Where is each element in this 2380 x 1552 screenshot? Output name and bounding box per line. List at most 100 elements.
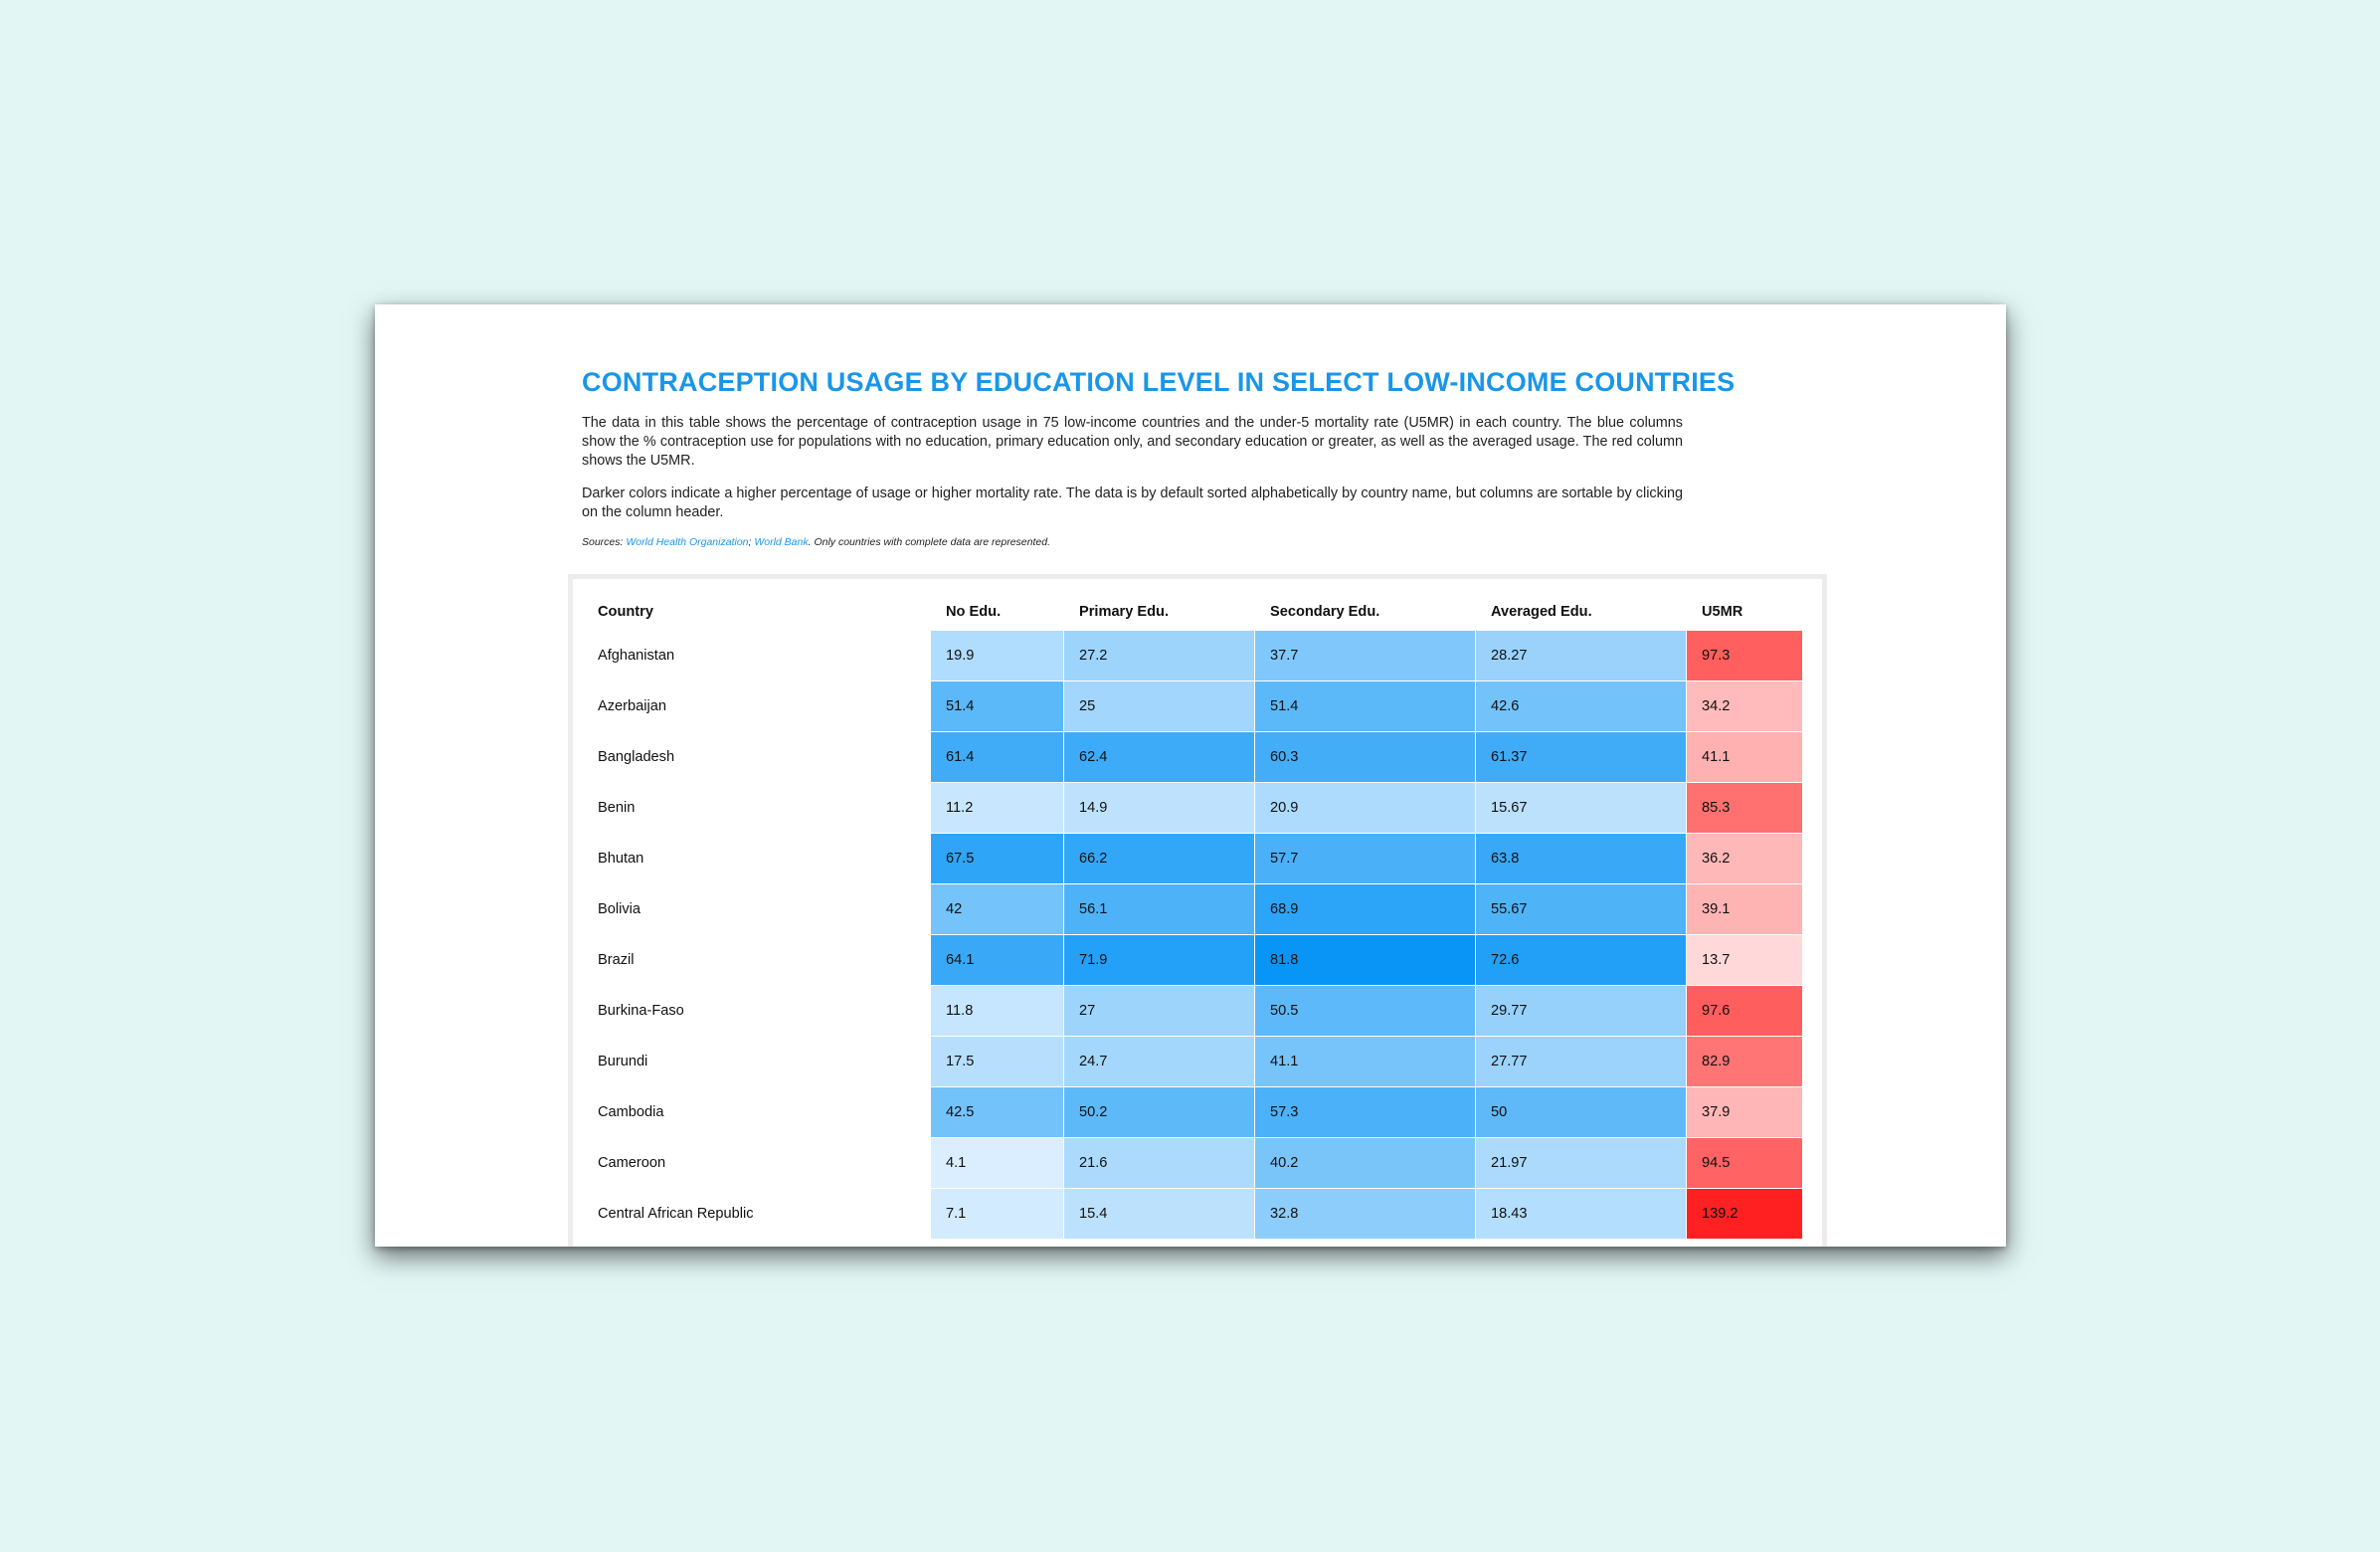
column-header-u5mr[interactable]: U5MR xyxy=(1702,603,1743,620)
cell-primary-edu: 56.1 xyxy=(1064,884,1255,935)
cell-country: Bhutan xyxy=(592,834,931,884)
cell-no-edu: 19.9 xyxy=(931,631,1064,681)
sources-suffix: . Only countries with complete data are … xyxy=(808,536,1051,548)
cell-primary-edu: 15.4 xyxy=(1064,1189,1255,1240)
cell-no-edu: 42.5 xyxy=(931,1087,1064,1138)
cell-secondary-edu: 41.1 xyxy=(1255,1037,1476,1087)
column-header-country[interactable]: Country xyxy=(598,603,653,620)
cell-u5mr: 85.3 xyxy=(1687,783,1803,834)
table-row: Bhutan 67.5 66.2 57.7 63.8 36.2 xyxy=(592,834,1803,884)
sources-separator: ; xyxy=(748,536,755,548)
table-row: Cameroon 4.1 21.6 40.2 21.97 94.5 xyxy=(592,1138,1803,1189)
cell-averaged-edu: 42.6 xyxy=(1476,681,1687,732)
cell-averaged-edu: 55.67 xyxy=(1476,884,1687,935)
cell-primary-edu: 24.7 xyxy=(1064,1037,1255,1087)
cell-country: Benin xyxy=(592,783,931,834)
cell-averaged-edu: 72.6 xyxy=(1476,935,1687,986)
cell-no-edu: 11.2 xyxy=(931,783,1064,834)
column-header-averaged-edu[interactable]: Averaged Edu. xyxy=(1491,603,1592,620)
cell-u5mr: 39.1 xyxy=(1687,884,1803,935)
cell-no-edu: 11.8 xyxy=(931,986,1064,1037)
cell-secondary-edu: 68.9 xyxy=(1255,884,1476,935)
description-paragraph-1: The data in this table shows the percent… xyxy=(582,415,1683,469)
cell-country: Brazil xyxy=(592,935,931,986)
cell-u5mr: 41.1 xyxy=(1687,732,1803,783)
cell-u5mr: 82.9 xyxy=(1687,1037,1803,1087)
cell-country: Cameroon xyxy=(592,1138,931,1189)
cell-primary-edu: 66.2 xyxy=(1064,834,1255,884)
cell-secondary-edu: 57.7 xyxy=(1255,834,1476,884)
table-row: Brazil 64.1 71.9 81.8 72.6 13.7 xyxy=(592,935,1803,986)
cell-averaged-edu: 18.43 xyxy=(1476,1189,1687,1240)
cell-secondary-edu: 20.9 xyxy=(1255,783,1476,834)
column-header-primary-edu[interactable]: Primary Edu. xyxy=(1079,603,1170,620)
cell-country: Central African Republic xyxy=(592,1189,931,1240)
cell-primary-edu: 71.9 xyxy=(1064,935,1255,986)
cell-averaged-edu: 61.37 xyxy=(1476,732,1687,783)
cell-no-edu: 61.4 xyxy=(931,732,1064,783)
cell-averaged-edu: 50 xyxy=(1476,1087,1687,1138)
table-row: Cambodia 42.5 50.2 57.3 50 37.9 xyxy=(592,1087,1803,1138)
data-table: Country No Edu. Primary Edu. Secondary E… xyxy=(592,592,1803,1240)
table-row: Azerbaijan 51.4 25 51.4 42.6 34.2 xyxy=(592,681,1803,732)
table-container: Country No Edu. Primary Edu. Secondary E… xyxy=(568,574,1827,1247)
cell-averaged-edu: 63.8 xyxy=(1476,834,1687,884)
table-header-row: Country No Edu. Primary Edu. Secondary E… xyxy=(592,592,1803,631)
cell-averaged-edu: 21.97 xyxy=(1476,1138,1687,1189)
cell-country: Burkina-Faso xyxy=(592,986,931,1037)
cell-no-edu: 4.1 xyxy=(931,1138,1064,1189)
cell-country: Afghanistan xyxy=(592,631,931,681)
cell-country: Azerbaijan xyxy=(592,681,931,732)
cell-secondary-edu: 37.7 xyxy=(1255,631,1476,681)
cell-no-edu: 67.5 xyxy=(931,834,1064,884)
cell-secondary-edu: 60.3 xyxy=(1255,732,1476,783)
cell-country: Bolivia xyxy=(592,884,931,935)
cell-secondary-edu: 57.3 xyxy=(1255,1087,1476,1138)
cell-u5mr: 97.6 xyxy=(1687,986,1803,1037)
cell-country: Cambodia xyxy=(592,1087,931,1138)
cell-primary-edu: 27 xyxy=(1064,986,1255,1037)
column-header-secondary-edu[interactable]: Secondary Edu. xyxy=(1270,603,1380,620)
table-row: Central African Republic 7.1 15.4 32.8 18.43… xyxy=(592,1189,1803,1240)
sources-line: Sources: World Health Organization; Worl… xyxy=(582,536,1683,548)
cell-secondary-edu: 50.5 xyxy=(1255,986,1476,1037)
cell-secondary-edu: 40.2 xyxy=(1255,1138,1476,1189)
table-row: Bolivia 42 56.1 68.9 55.67 39.1 xyxy=(592,884,1803,935)
table-row: Benin 11.2 14.9 20.9 15.67 85.3 xyxy=(592,783,1803,834)
cell-no-edu: 64.1 xyxy=(931,935,1064,986)
table-body: Afghanistan 19.9 27.2 37.7 28.27 97.3 Azerbaij… xyxy=(592,631,1803,1240)
cell-averaged-edu: 29.77 xyxy=(1476,986,1687,1037)
source-link-world-bank[interactable]: World Bank xyxy=(754,536,809,548)
cell-no-edu: 51.4 xyxy=(931,681,1064,732)
table-row: Burkina-Faso 11.8 27 50.5 29.77 97.6 xyxy=(592,986,1803,1037)
article-content: CONTRACEPTION USAGE BY EDUCATION LEVEL I… xyxy=(582,366,1736,548)
cell-u5mr: 94.5 xyxy=(1687,1138,1803,1189)
table-row: Afghanistan 19.9 27.2 37.7 28.27 97.3 xyxy=(592,631,1803,681)
cell-country: Bangladesh xyxy=(592,732,931,783)
table-row: Burundi 17.5 24.7 41.1 27.77 82.9 xyxy=(592,1037,1803,1087)
cell-u5mr: 13.7 xyxy=(1687,935,1803,986)
cell-primary-edu: 14.9 xyxy=(1064,783,1255,834)
source-link-who[interactable]: World Health Organization xyxy=(626,536,749,548)
description-paragraph-2: Darker colors indicate a higher percenta… xyxy=(582,485,1683,520)
column-header-no-edu[interactable]: No Edu. xyxy=(946,603,1002,620)
cell-primary-edu: 25 xyxy=(1064,681,1255,732)
cell-primary-edu: 21.6 xyxy=(1064,1138,1255,1189)
cell-primary-edu: 50.2 xyxy=(1064,1087,1255,1138)
cell-secondary-edu: 81.8 xyxy=(1255,935,1476,986)
cell-averaged-edu: 28.27 xyxy=(1476,631,1687,681)
cell-secondary-edu: 32.8 xyxy=(1255,1189,1476,1240)
cell-primary-edu: 27.2 xyxy=(1064,631,1255,681)
cell-u5mr: 139.2 xyxy=(1687,1189,1803,1240)
sources-prefix: Sources: xyxy=(582,536,627,548)
page-title: CONTRACEPTION USAGE BY EDUCATION LEVEL I… xyxy=(582,367,1736,397)
cell-primary-edu: 62.4 xyxy=(1064,732,1255,783)
cell-no-edu: 42 xyxy=(931,884,1064,935)
cell-u5mr: 36.2 xyxy=(1687,834,1803,884)
cell-u5mr: 37.9 xyxy=(1687,1087,1803,1138)
cell-u5mr: 97.3 xyxy=(1687,631,1803,681)
cell-averaged-edu: 15.67 xyxy=(1476,783,1687,834)
cell-u5mr: 34.2 xyxy=(1687,681,1803,732)
cell-country: Burundi xyxy=(592,1037,931,1087)
page-card: CONTRACEPTION USAGE BY EDUCATION LEVEL I… xyxy=(375,304,2006,1247)
